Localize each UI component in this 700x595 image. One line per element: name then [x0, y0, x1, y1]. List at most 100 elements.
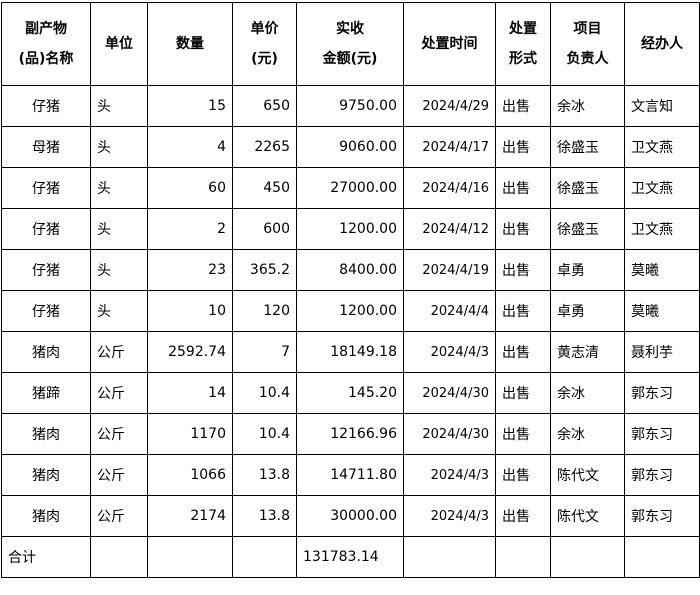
- table-cell: 公斤: [90, 454, 148, 496]
- table-cell: 郭东习: [624, 495, 700, 537]
- table-cell: 卫文燕: [624, 208, 700, 250]
- table-cell: 出售: [495, 290, 551, 332]
- column-header: 经办人: [624, 2, 700, 86]
- table-cell: 郭东习: [624, 454, 700, 496]
- table-cell: [147, 536, 233, 578]
- total-label: 合计: [1, 536, 91, 578]
- table-cell: 10.4: [232, 372, 297, 414]
- header-line: 金额(元): [322, 51, 378, 67]
- table-cell: 2024/4/30: [403, 413, 496, 455]
- table-row: 仔猪头 2 600 1200.00 2024/4/12 出售 徐盛玉 卫文燕: [1, 208, 700, 250]
- header-line: (品)名称: [18, 51, 74, 67]
- total-row: 合计 131783.14: [1, 536, 700, 578]
- table-cell: 陈代文: [550, 495, 625, 537]
- table-cell: 2024/4/4: [403, 290, 496, 332]
- table-cell: 陈代文: [550, 454, 625, 496]
- table-cell: 公斤: [90, 413, 148, 455]
- table-cell: 聂利芋: [624, 331, 700, 373]
- table-cell: 18149.18: [296, 331, 404, 373]
- table-cell: 头: [90, 249, 148, 291]
- table-cell: 公斤: [90, 331, 148, 373]
- table-cell: 余冰: [550, 413, 625, 455]
- table-cell: 2: [147, 208, 233, 250]
- table-cell: 出售: [495, 208, 551, 250]
- total-amount: 131783.14: [296, 536, 404, 578]
- table-cell: 2024/4/3: [403, 495, 496, 537]
- table-cell: 12166.96: [296, 413, 404, 455]
- table-cell: 仔猪: [1, 208, 91, 250]
- column-header: 项目 负责人: [550, 2, 625, 86]
- table-row: 猪蹄 公斤 14 10.4 145.20 2024/4/30 出售 余冰 郭东习: [1, 372, 700, 414]
- table-cell: 徐盛玉: [550, 167, 625, 209]
- header-line: 单位: [105, 36, 133, 52]
- header-line: 单价: [250, 21, 279, 37]
- table-cell: 23: [147, 249, 233, 291]
- byproduct-table: 副产物 (品)名称 单位 数量 单价 (元) 实收 金额(元) 处置时间 处置 形式 项目 负责人 经办人…: [1, 2, 700, 578]
- table-cell: 出售: [495, 126, 551, 168]
- table-cell: 头: [90, 85, 148, 127]
- header-line: 形式: [509, 51, 537, 67]
- header-line: 负责人: [566, 51, 609, 67]
- table-cell: [624, 536, 700, 578]
- table-cell: 1066: [147, 454, 233, 496]
- table-cell: 余冰: [550, 85, 625, 127]
- table-cell: 9750.00: [296, 85, 404, 127]
- table-cell: 650: [232, 85, 297, 127]
- table-cell: 14: [147, 372, 233, 414]
- table-cell: 2024/4/16: [403, 167, 496, 209]
- column-header: 数量: [147, 2, 233, 86]
- table-cell: 120: [232, 290, 297, 332]
- table-cell: 1200.00: [296, 208, 404, 250]
- table-cell: 猪蹄: [1, 372, 91, 414]
- table-cell: 卫文燕: [624, 126, 700, 168]
- table-cell: 卓勇: [550, 290, 625, 332]
- table-cell: 猪肉: [1, 331, 91, 373]
- table-cell: 仔猪: [1, 249, 91, 291]
- table-cell: 2592.74: [147, 331, 233, 373]
- table-cell: 9060.00: [296, 126, 404, 168]
- table-cell: 4: [147, 126, 233, 168]
- table-cell: 头: [90, 167, 148, 209]
- table-cell: 出售: [495, 454, 551, 496]
- table-cell: 公斤: [90, 372, 148, 414]
- table-row: 仔猪头 15 650 9750.00 2024/4/29 出售 余冰 文言知: [1, 85, 700, 127]
- column-header: 处置时间: [403, 2, 496, 86]
- table-cell: 14711.80: [296, 454, 404, 496]
- header-line: 数量: [176, 36, 204, 52]
- table-cell: 2024/4/19: [403, 249, 496, 291]
- table-cell: 15: [147, 85, 233, 127]
- column-header: 单位: [90, 2, 148, 86]
- table-cell: 黄志清: [550, 331, 625, 373]
- table-cell: 卫文燕: [624, 167, 700, 209]
- table-cell: 600: [232, 208, 297, 250]
- table-cell: 母猪: [1, 126, 91, 168]
- table-cell: 2024/4/29: [403, 85, 496, 127]
- table-cell: 头: [90, 208, 148, 250]
- column-header: 处置 形式: [495, 2, 551, 86]
- table-cell: 出售: [495, 413, 551, 455]
- table-cell: 2024/4/30: [403, 372, 496, 414]
- table-cell: 出售: [495, 249, 551, 291]
- table-row: 母猪头 4 2265 9060.00 2024/4/17 出售 徐盛玉 卫文燕: [1, 126, 700, 168]
- table-cell: 10: [147, 290, 233, 332]
- column-header: 单价 (元): [232, 2, 297, 86]
- table-cell: [495, 536, 551, 578]
- column-header: 副产物 (品)名称: [1, 2, 91, 86]
- table-cell: 莫曦: [624, 249, 700, 291]
- table-row: 猪肉 公斤 1066 13.8 14711.80 2024/4/3 出售 陈代文 郭东习: [1, 454, 700, 496]
- header-line: (元): [251, 51, 278, 67]
- header-line: 处置: [509, 21, 537, 37]
- header-line: 处置时间: [421, 36, 478, 52]
- table-cell: 猪肉: [1, 413, 91, 455]
- table-row: 猪肉 公斤 2592.74 7 18149.18 2024/4/3 出售 黄志清 聂利芋: [1, 331, 700, 373]
- table-cell: 出售: [495, 331, 551, 373]
- table-cell: 1200.00: [296, 290, 404, 332]
- table-cell: 2024/4/12: [403, 208, 496, 250]
- table-cell: 头: [90, 290, 148, 332]
- table-cell: 27000.00: [296, 167, 404, 209]
- header-line: 项目: [573, 21, 602, 37]
- table-cell: 出售: [495, 167, 551, 209]
- table-cell: 8400.00: [296, 249, 404, 291]
- table-cell: 出售: [495, 495, 551, 537]
- table-cell: [550, 536, 625, 578]
